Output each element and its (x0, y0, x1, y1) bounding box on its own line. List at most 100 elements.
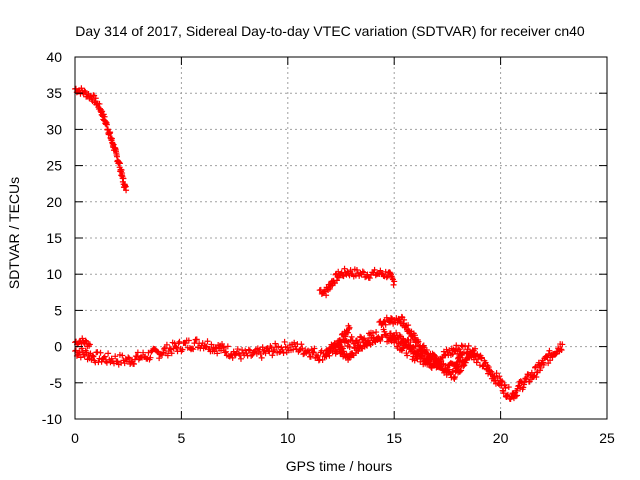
data-point (390, 281, 397, 288)
data-point (323, 353, 330, 360)
data-point (326, 352, 333, 359)
data-point (116, 160, 123, 167)
data-point (500, 390, 507, 397)
data-point (317, 286, 324, 293)
data-point (164, 352, 171, 359)
data-point (371, 266, 378, 273)
data-point (182, 340, 189, 347)
grid (75, 57, 607, 419)
data-point (437, 361, 444, 368)
data-point (167, 346, 174, 353)
data-point (341, 265, 348, 272)
data-point (86, 341, 93, 348)
data-point (452, 374, 458, 381)
data-point (77, 354, 84, 361)
data-point (340, 348, 347, 355)
data-point (453, 342, 460, 349)
data-point (145, 349, 152, 356)
y-tick-label: 5 (54, 302, 62, 318)
data-point (270, 348, 277, 355)
x-tick-label: 0 (71, 430, 79, 446)
data-point (114, 358, 121, 365)
data-point (328, 282, 335, 289)
data-point (107, 129, 114, 136)
data-point (311, 345, 318, 352)
data-point (176, 338, 183, 345)
data-point (219, 340, 226, 347)
data-point (504, 391, 511, 398)
data-point (546, 347, 553, 354)
data-point (377, 267, 384, 274)
data-point (314, 352, 321, 359)
y-tick-label: 40 (46, 49, 62, 65)
data-point (334, 341, 341, 348)
data-point (222, 348, 229, 355)
data-point (514, 392, 521, 399)
y-tick-label: -10 (42, 411, 62, 427)
data-point (399, 345, 406, 352)
data-point (82, 337, 89, 344)
data-point (415, 338, 422, 345)
data-point (90, 353, 97, 360)
data-point (359, 268, 366, 275)
data-point (478, 354, 485, 361)
data-point (290, 346, 297, 353)
data-point (323, 292, 330, 299)
x-tick-label: 15 (386, 430, 402, 446)
data-point (357, 333, 364, 340)
x-tick-label: 5 (178, 430, 186, 446)
data-point (269, 352, 276, 359)
data-point (458, 342, 465, 349)
chart-title: Day 314 of 2017, Sidereal Day-to-day VTE… (75, 23, 585, 39)
data-point (190, 346, 197, 353)
data-point (272, 340, 279, 347)
data-point (558, 347, 565, 354)
data-point (537, 364, 544, 371)
data-point (309, 349, 316, 356)
data-point (472, 345, 479, 352)
data-point (154, 348, 161, 355)
x-tick-label: 25 (599, 430, 615, 446)
data-point (208, 341, 215, 348)
y-tick-label: 15 (46, 230, 62, 246)
data-point (193, 336, 200, 343)
x-axis-label: GPS time / hours (286, 458, 393, 474)
y-axis-label: SDTVAR / TECUs (6, 177, 22, 289)
data-point (456, 357, 463, 364)
data-point (386, 319, 393, 326)
data-point (485, 364, 492, 371)
data-point (134, 349, 141, 356)
data-point (555, 345, 562, 352)
data-point (259, 344, 266, 351)
data-point (96, 355, 103, 362)
data-point (382, 321, 389, 328)
data-point (373, 329, 380, 336)
data-point (218, 347, 225, 354)
series-early-decay (72, 85, 130, 194)
data-point (443, 368, 450, 375)
x-tick-label: 10 (280, 430, 296, 446)
data-point (502, 385, 509, 392)
data-point (237, 355, 244, 362)
data-point (224, 343, 231, 350)
data-point (478, 355, 485, 362)
data-point (291, 339, 298, 346)
plot-area (72, 85, 566, 402)
data-point (496, 373, 503, 380)
data-point (346, 324, 353, 331)
data-point (214, 350, 221, 357)
data-point (234, 346, 241, 353)
data-point (412, 342, 419, 349)
data-point (385, 318, 392, 325)
data-point (547, 357, 554, 364)
data-point (279, 346, 286, 353)
series-dip-1 (335, 334, 383, 363)
series-branch-2 (376, 313, 479, 382)
data-point (101, 353, 108, 360)
data-point (353, 266, 360, 273)
data-point (532, 364, 539, 371)
data-point (300, 351, 307, 358)
data-point (163, 341, 170, 348)
data-point (387, 270, 394, 277)
